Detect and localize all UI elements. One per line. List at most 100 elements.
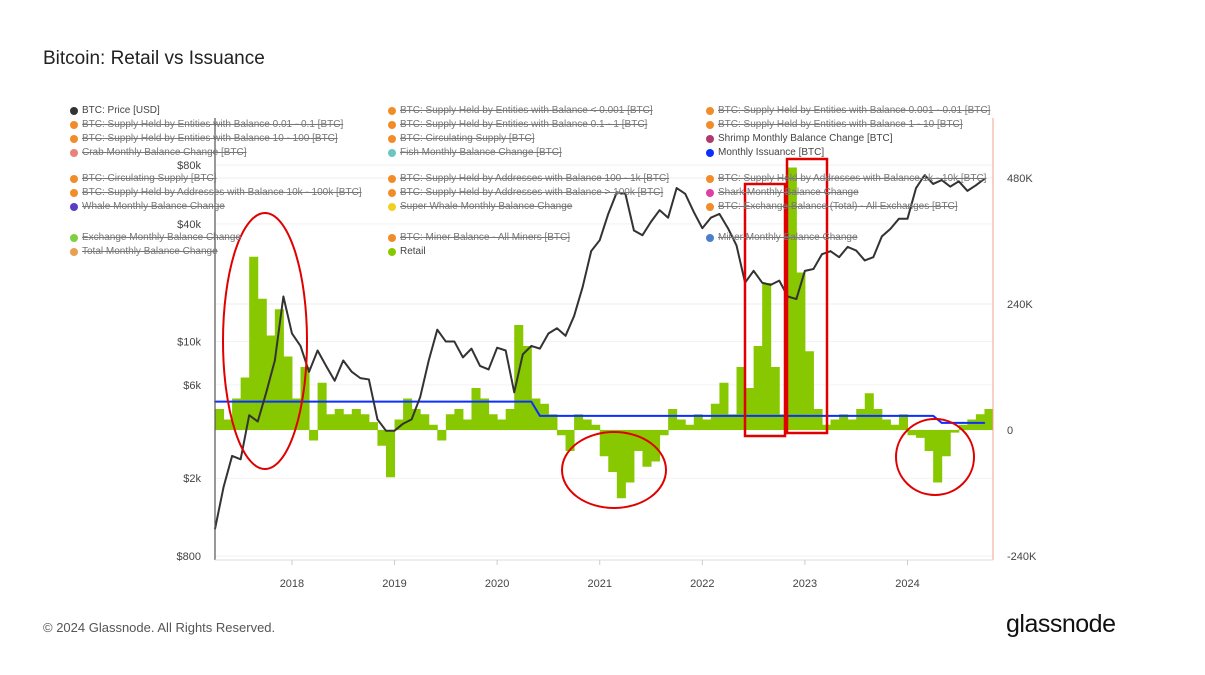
- legend-item[interactable]: BTC: Supply Held by Entities with Balanc…: [70, 118, 343, 132]
- legend-item[interactable]: BTC: Supply Held by Entities with Balanc…: [70, 132, 338, 146]
- retail-bar: [505, 409, 515, 430]
- legend-item[interactable]: Super Whale Monthly Balance Change: [388, 200, 572, 214]
- retail-bar: [702, 419, 712, 430]
- price-point: [342, 359, 345, 362]
- y-left-tick-label: $10k: [177, 337, 201, 349]
- legend-item[interactable]: Retail: [388, 245, 426, 259]
- price-point: [402, 422, 404, 425]
- retail-bar: [762, 283, 772, 430]
- annotation-rectangle: [785, 157, 829, 435]
- price-point: [350, 371, 353, 373]
- annotation-ellipse: [895, 418, 975, 496]
- legend-label: Fish Monthly Balance Change [BTC]: [400, 147, 562, 158]
- legend-item[interactable]: BTC: Supply Held by Addresses with Balan…: [388, 172, 669, 186]
- legend-dot-icon: [388, 175, 396, 183]
- price-point: [829, 250, 832, 252]
- price-point: [658, 209, 661, 211]
- y-left-tick-label: $2k: [183, 473, 201, 485]
- legend-item[interactable]: Shrimp Monthly Balance Change [BTC]: [706, 132, 893, 146]
- gridlines: [215, 164, 993, 557]
- retail-bar: [804, 351, 814, 430]
- retail-bar: [249, 256, 259, 430]
- retail-bar: [300, 367, 310, 430]
- legend-dot-icon: [70, 135, 78, 143]
- retail-bar: [565, 430, 575, 451]
- legend-item[interactable]: BTC: Supply Held by Addresses with Balan…: [70, 186, 362, 200]
- price-point: [504, 349, 507, 352]
- legend-label: BTC: Circulating Supply [BTC]: [82, 173, 217, 184]
- retail-bar: [317, 382, 327, 430]
- legend-label: BTC: Supply Held by Entities with Balanc…: [400, 105, 653, 116]
- retail-bar: [480, 398, 490, 430]
- legend-label: Total Monthly Balance Change: [82, 246, 218, 257]
- legend-item[interactable]: Crab Monthly Balance Change [BTC]: [70, 146, 247, 160]
- retail-bar: [736, 367, 746, 430]
- legend-label: BTC: Miner Balance - All Miners [BTC]: [400, 232, 571, 243]
- legend-item[interactable]: Exchange Monthly Balance Change: [70, 231, 241, 245]
- legend-item[interactable]: BTC: Supply Held by Entities with Balanc…: [388, 104, 653, 118]
- price-point: [761, 281, 763, 284]
- legend-label: Exchange Monthly Balance Change: [82, 232, 241, 243]
- legend-dot-icon: [706, 189, 714, 197]
- legend-item[interactable]: BTC: Supply Held by Addresses with Balan…: [388, 186, 663, 200]
- legend-item[interactable]: BTC: Price [USD]: [70, 104, 160, 118]
- retail-bar: [582, 419, 592, 430]
- copyright: © 2024 Glassnode. All Rights Reserved.: [43, 620, 276, 635]
- legend-item[interactable]: BTC: Supply Held by Entities with Balanc…: [388, 118, 647, 132]
- legend-item[interactable]: Shark Monthly Balance Change: [706, 186, 859, 200]
- price-point: [692, 211, 695, 213]
- price-point: [872, 256, 875, 259]
- legend-item[interactable]: BTC: Circulating Supply [BTC]: [70, 172, 217, 186]
- legend-dot-icon: [70, 234, 78, 242]
- y-left-tick-label: $40k: [177, 219, 201, 231]
- retail-bar: [232, 398, 242, 430]
- retail-bar: [326, 414, 336, 430]
- legend-dot-icon: [706, 121, 714, 129]
- price-point: [641, 234, 644, 236]
- legend-item[interactable]: Monthly Issuance [BTC]: [706, 146, 824, 160]
- price-point: [923, 174, 926, 176]
- legend-item[interactable]: BTC: Supply Held by Addresses with Balan…: [706, 172, 986, 186]
- price-point: [958, 180, 960, 183]
- retail-bar: [522, 346, 532, 430]
- legend-item[interactable]: Whale Monthly Balance Change: [70, 200, 225, 214]
- y-right-tick-label: 0: [1007, 425, 1013, 437]
- legend-label: Whale Monthly Balance Change: [82, 201, 225, 212]
- legend-item[interactable]: Total Monthly Balance Change: [70, 245, 218, 259]
- price-point: [590, 250, 592, 252]
- price-point: [598, 239, 601, 241]
- retail-bar: [445, 414, 455, 430]
- price-point: [684, 192, 687, 195]
- retail-bar: [933, 430, 943, 483]
- annotation-rectangle: [743, 182, 787, 438]
- price-point: [940, 179, 943, 181]
- price-point: [624, 192, 627, 195]
- x-tick-label: 2022: [690, 578, 714, 590]
- retail-bar: [428, 424, 438, 430]
- retail-bar: [813, 409, 823, 430]
- price-point: [581, 286, 584, 288]
- legend-dot-icon: [388, 107, 396, 115]
- legend-item[interactable]: BTC: Miner Balance - All Miners [BTC]: [388, 231, 570, 245]
- legend-item[interactable]: Miner Monthly Balance Change: [706, 231, 858, 245]
- price-point: [530, 345, 533, 347]
- legend-item[interactable]: Fish Monthly Balance Change [BTC]: [388, 146, 562, 160]
- legend-item[interactable]: BTC: Supply Held by Entities with Balanc…: [706, 118, 963, 132]
- retail-bar: [462, 419, 472, 430]
- price-point: [231, 455, 233, 457]
- legend-item[interactable]: BTC: Supply Held by Entities with Balanc…: [706, 104, 990, 118]
- retail-bar: [377, 430, 387, 446]
- retail-bar: [907, 430, 917, 436]
- legend-item[interactable]: BTC: Circulating Supply [BTC]: [388, 132, 535, 146]
- legend-item[interactable]: BTC: Exchange Balance (Total) - All Exch…: [706, 200, 958, 214]
- x-tick-label: 2023: [793, 578, 817, 590]
- retail-bar: [608, 430, 618, 472]
- legend-dot-icon: [70, 121, 78, 129]
- chart-title: Bitcoin: Retail vs Issuance: [43, 48, 265, 69]
- price-point: [804, 270, 806, 272]
- retail-bar: [830, 419, 840, 430]
- retail-bar: [898, 414, 909, 430]
- price-point: [453, 340, 456, 343]
- retail-bar: [719, 382, 729, 430]
